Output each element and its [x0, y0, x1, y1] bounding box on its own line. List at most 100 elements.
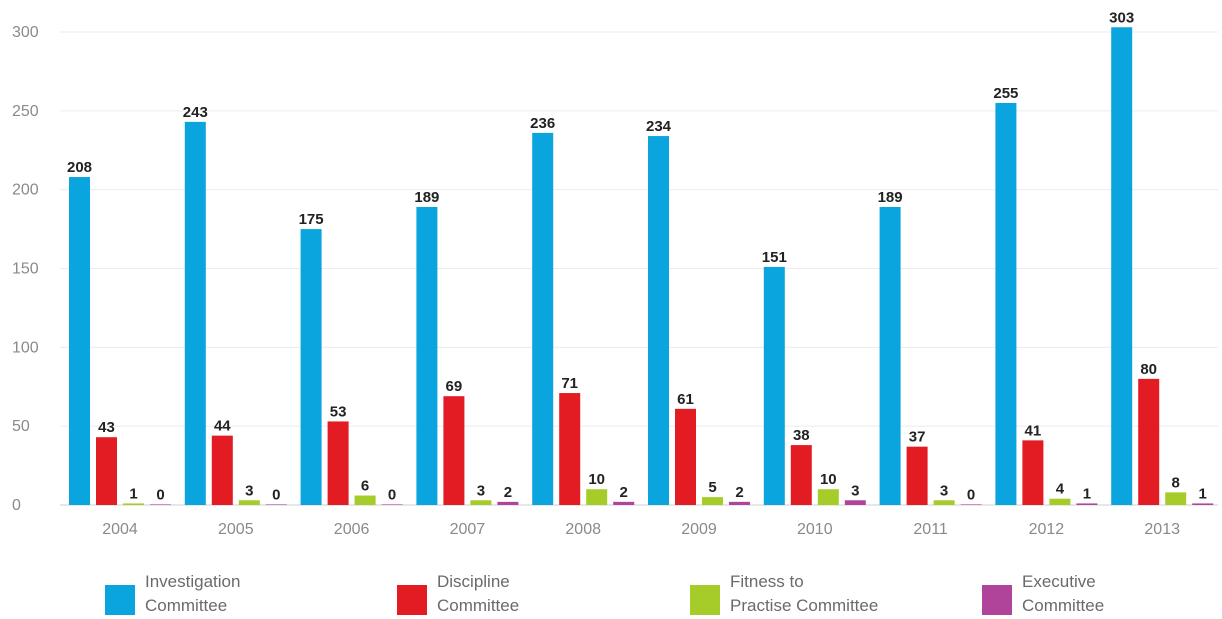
legend-label-executive: Executive Committee: [1022, 572, 1105, 615]
x-tick-label: 2007: [450, 521, 486, 538]
gridlines: [60, 31, 1218, 506]
legend-label-investigation: Investigation Committee: [145, 572, 241, 615]
bar: [69, 177, 90, 505]
bar: [1111, 27, 1133, 506]
data-label: 37: [909, 429, 926, 446]
data-label: 0: [156, 486, 164, 503]
data-label: 0: [388, 486, 396, 503]
x-axis-ticks: 2004 2005 2006 2007 2008 2009 2010 2011 2012 2013: [102, 521, 1180, 538]
bar: [470, 500, 492, 505]
bar: [327, 421, 349, 505]
data-label: 71: [561, 375, 578, 392]
data-label: 2: [735, 484, 743, 501]
bar: [300, 229, 322, 506]
data-label: 0: [272, 486, 280, 503]
bar: [184, 121, 206, 506]
y-axis-ticks: 0 50 100 150 200 250 300: [12, 24, 39, 514]
bar: [1076, 503, 1098, 505]
bar: [960, 504, 982, 505]
legend-swatch-executive: [982, 585, 1012, 615]
legend-label-fitness: Fitness to Practise Committee: [730, 572, 879, 615]
bar: [906, 446, 928, 505]
bar: [1165, 492, 1187, 505]
y-tick-label: 250: [12, 103, 39, 120]
data-label: 38: [793, 427, 810, 444]
data-label: 2: [504, 484, 512, 501]
x-tick-label: 2013: [1144, 521, 1180, 538]
bar: [416, 207, 438, 505]
bar: [381, 504, 403, 505]
data-label: 3: [245, 482, 253, 499]
bar: [729, 501, 750, 505]
bar: [702, 497, 723, 505]
data-label: 3: [851, 482, 859, 499]
bar: [763, 266, 785, 505]
data-label: 175: [299, 211, 324, 228]
data-label: 2: [620, 484, 628, 501]
legend-swatch-fitness: [690, 585, 720, 615]
bar: [586, 489, 608, 505]
data-label: 69: [446, 378, 463, 395]
data-label: 1: [129, 485, 137, 502]
x-tick-label: 2010: [797, 521, 833, 538]
data-label: 41: [1025, 422, 1042, 439]
bar: [933, 500, 955, 505]
legend-item-executive: Executive Committee: [982, 570, 1222, 618]
data-label: 53: [330, 403, 347, 420]
data-label: 0: [967, 486, 975, 503]
data-label: 189: [878, 189, 903, 206]
bar: [675, 408, 696, 505]
bar: [559, 393, 581, 505]
data-label: 4: [1056, 481, 1065, 498]
bar: [817, 489, 839, 505]
bar: [150, 504, 171, 505]
data-label: 236: [530, 115, 555, 132]
y-tick-label: 150: [12, 261, 39, 278]
x-tick-label: 2004: [102, 521, 138, 538]
data-label: 8: [1172, 474, 1180, 491]
bar: [497, 501, 519, 505]
data-label: 255: [993, 85, 1018, 102]
data-label: 243: [183, 104, 208, 121]
x-tick-label: 2008: [565, 521, 601, 538]
data-label: 10: [588, 471, 605, 488]
data-label: 1: [1199, 485, 1207, 502]
legend-item-discipline: Discipline Committee: [397, 570, 647, 618]
bar: [613, 501, 635, 505]
legend-label-discipline: Discipline Committee: [437, 572, 520, 615]
bar: [1138, 378, 1160, 505]
bar: [844, 500, 866, 505]
data-label: 61: [677, 391, 694, 408]
data-label: 5: [708, 479, 716, 496]
bars: [69, 27, 1214, 506]
data-label: 303: [1109, 9, 1134, 26]
data-label: 234: [646, 118, 672, 135]
bar: [879, 207, 901, 505]
bar: [265, 504, 287, 505]
data-label: 3: [477, 482, 485, 499]
x-tick-label: 2012: [1029, 521, 1065, 538]
bar: [211, 435, 233, 505]
legend: Investigation Committee Discipline Commi…: [0, 560, 1222, 619]
legend-swatch-discipline: [397, 585, 427, 615]
data-label: 6: [361, 478, 369, 495]
data-label: 43: [98, 419, 115, 436]
data-label: 189: [414, 189, 439, 206]
bar: [96, 437, 117, 505]
legend-swatch-investigation: [105, 585, 135, 615]
data-label: 151: [762, 249, 787, 266]
legend-item-fitness: Fitness to Practise Committee: [690, 570, 940, 618]
bar: [354, 495, 376, 505]
data-label: 80: [1140, 361, 1157, 378]
bar: [648, 136, 669, 505]
y-tick-label: 100: [12, 339, 39, 356]
bar: [123, 503, 144, 505]
bar: [1049, 498, 1071, 505]
data-label: 44: [214, 418, 231, 435]
bar: [995, 102, 1017, 505]
y-tick-label: 0: [12, 497, 21, 514]
y-tick-label: 50: [12, 418, 30, 435]
y-tick-label: 200: [12, 182, 39, 199]
